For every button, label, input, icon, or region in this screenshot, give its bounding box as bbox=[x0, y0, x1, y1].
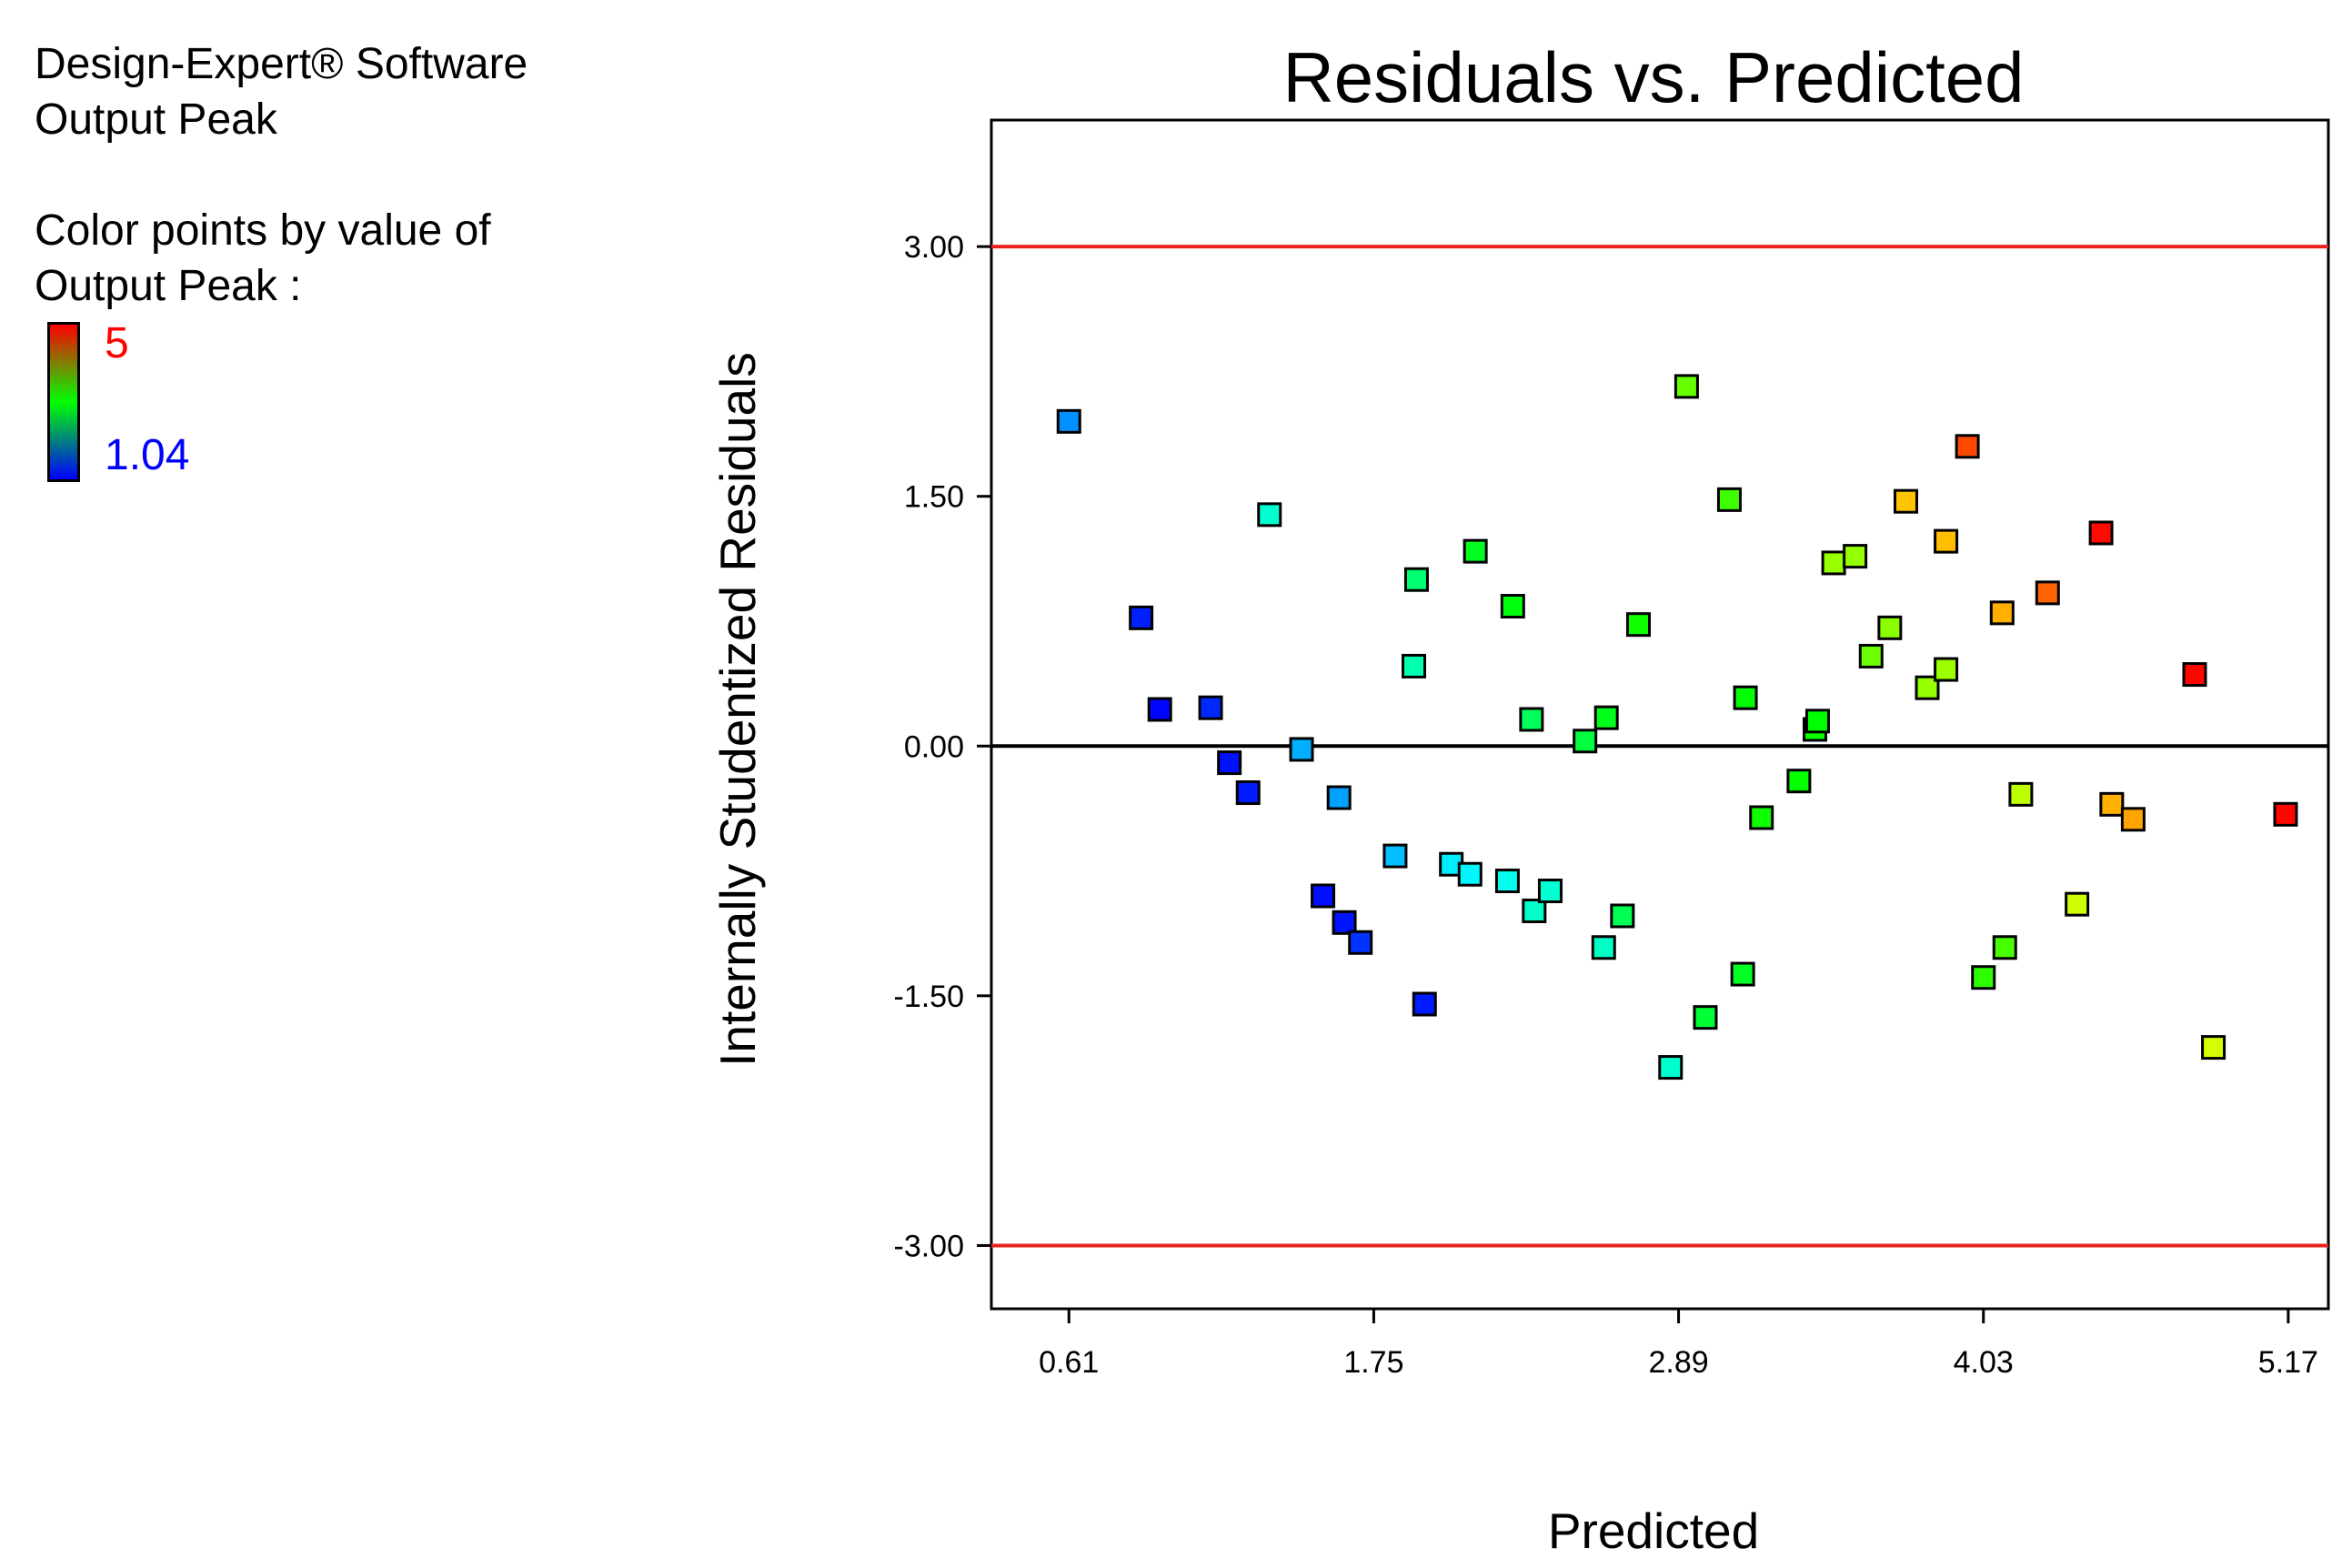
data-point bbox=[1971, 965, 1996, 990]
data-point bbox=[1311, 883, 1336, 909]
data-point bbox=[1955, 434, 1980, 459]
data-point bbox=[1625, 612, 1651, 638]
data-point bbox=[1893, 488, 1918, 514]
data-point bbox=[1658, 1055, 1684, 1081]
data-point bbox=[1730, 961, 1755, 987]
data-point bbox=[1519, 707, 1544, 732]
data-point bbox=[1804, 709, 1830, 734]
data-point bbox=[2120, 807, 2146, 832]
y-tick-label: 1.50 bbox=[904, 480, 964, 515]
legend-panel: Design-Expert® Software Output Peak Colo… bbox=[35, 36, 528, 314]
y-tick-label: 0.00 bbox=[904, 729, 964, 764]
x-tick-label: 1.75 bbox=[1343, 1345, 1403, 1380]
data-point bbox=[1462, 538, 1488, 564]
data-point bbox=[1693, 1005, 1718, 1030]
data-point bbox=[1786, 769, 1812, 794]
data-point bbox=[1147, 697, 1172, 722]
y-tick-label: -1.50 bbox=[894, 980, 965, 1014]
data-point bbox=[2065, 891, 2090, 917]
y-tick-label: -3.00 bbox=[894, 1229, 965, 1263]
data-point bbox=[1457, 861, 1483, 887]
data-point bbox=[1716, 487, 1742, 512]
data-point bbox=[1989, 600, 2015, 626]
data-point bbox=[2182, 662, 2207, 688]
data-point bbox=[1382, 843, 1408, 869]
data-point bbox=[2035, 580, 2060, 606]
data-point bbox=[1992, 935, 2017, 960]
y-axis-title: Internally Studentized Residuals bbox=[709, 352, 766, 1067]
software-label: Design-Expert® Software bbox=[35, 40, 528, 88]
data-point bbox=[1821, 550, 1846, 576]
plot-frame bbox=[990, 118, 2330, 1311]
data-point bbox=[1198, 695, 1223, 720]
data-point bbox=[1326, 785, 1352, 810]
color-scale bbox=[47, 322, 93, 484]
data-point bbox=[1610, 903, 1635, 929]
data-point bbox=[1412, 991, 1437, 1017]
data-point bbox=[2008, 781, 2034, 807]
data-point bbox=[1402, 653, 1427, 678]
y-axis: 3.00 1.50 0.00 -1.50 -3.00 bbox=[894, 230, 991, 1263]
data-point bbox=[1403, 567, 1429, 592]
data-point bbox=[1749, 805, 1774, 830]
color-by-label: Color points by value of bbox=[35, 206, 491, 255]
x-tick-label: 5.17 bbox=[2258, 1345, 2318, 1380]
data-point bbox=[2201, 1035, 2226, 1060]
x-tick-label: 4.03 bbox=[1954, 1345, 2014, 1380]
data-point bbox=[2273, 801, 2298, 827]
data-point bbox=[1573, 729, 1598, 754]
data-point bbox=[1217, 750, 1242, 776]
x-tick-label: 0.61 bbox=[1039, 1345, 1099, 1380]
color-scale-min: 1.04 bbox=[105, 431, 190, 479]
data-point bbox=[1591, 935, 1616, 960]
data-point bbox=[1500, 594, 1525, 619]
data-point bbox=[1056, 408, 1081, 434]
data-point bbox=[1877, 615, 1903, 640]
data-point bbox=[1843, 544, 1868, 569]
data-point bbox=[1348, 930, 1373, 955]
x-axis: 0.61 1.75 2.89 4.03 5.17 bbox=[1039, 1309, 2318, 1380]
response-label: Output Peak bbox=[35, 95, 277, 144]
data-point bbox=[1332, 910, 1357, 935]
x-tick-label: 2.89 bbox=[1648, 1345, 1708, 1380]
data-point bbox=[1733, 685, 1758, 710]
data-point bbox=[1235, 780, 1261, 806]
reference-lines bbox=[991, 245, 2328, 1248]
data-point bbox=[1934, 657, 1959, 682]
data-point bbox=[1522, 899, 1547, 924]
color-by-response-label: Output Peak : bbox=[35, 262, 302, 310]
data-point bbox=[2088, 520, 2114, 546]
data-point bbox=[1257, 502, 1282, 528]
data-point bbox=[1858, 643, 1884, 668]
data-point bbox=[1129, 605, 1154, 630]
data-point bbox=[1915, 675, 1940, 700]
x-axis-title: Predicted bbox=[1548, 1503, 1759, 1559]
data-point bbox=[1934, 528, 1959, 554]
data-point bbox=[1593, 705, 1619, 730]
data-point bbox=[2099, 791, 2125, 817]
color-scale-bar bbox=[47, 322, 80, 482]
data-point bbox=[1289, 737, 1314, 762]
data-point bbox=[1674, 374, 1699, 399]
color-scale-max: 5 bbox=[105, 319, 129, 367]
data-point bbox=[1537, 879, 1563, 904]
chart-title: Residuals vs. Predicted bbox=[1282, 37, 2024, 117]
data-points bbox=[1056, 374, 2298, 1081]
y-tick-label: 3.00 bbox=[904, 230, 964, 265]
data-point bbox=[1494, 869, 1520, 894]
